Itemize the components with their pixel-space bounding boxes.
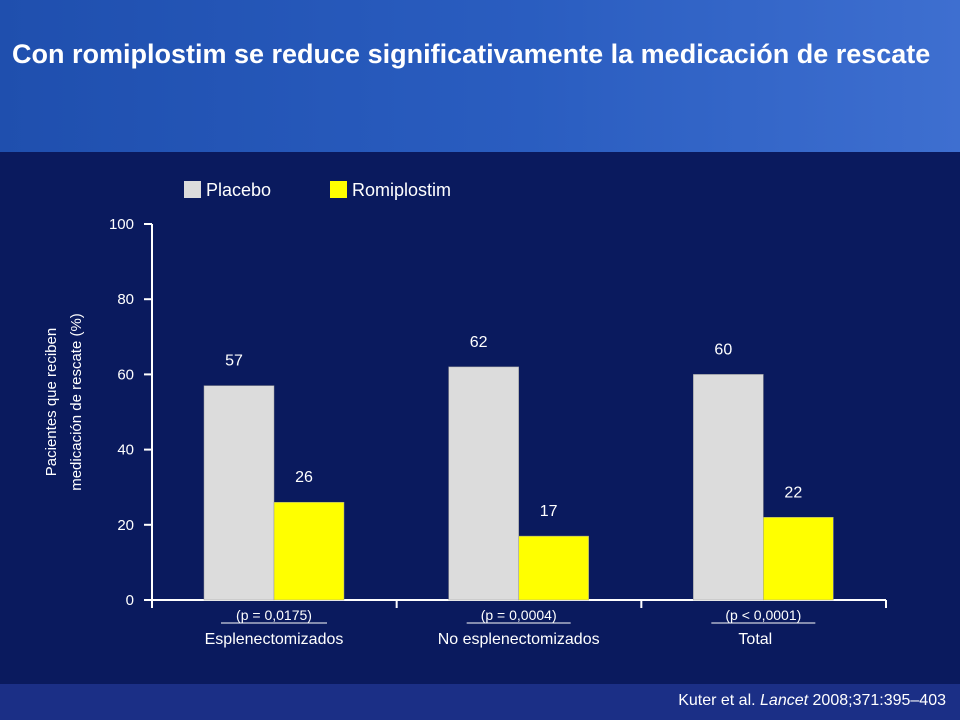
legend-label-placebo: Placebo bbox=[206, 180, 271, 200]
legend-swatch-romiplostim bbox=[330, 181, 347, 198]
bars: 57 26 62 17 60 22 bbox=[203, 334, 834, 601]
citation-journal: Lancet bbox=[760, 692, 809, 709]
bar-romiplostim bbox=[273, 501, 345, 601]
legend-label-romiplostim: Romiplostim bbox=[352, 180, 451, 200]
category-labels: (p = 0,0175) Esplenectomizados (p = 0,0004… bbox=[205, 607, 816, 648]
y-tick-label: 60 bbox=[117, 366, 134, 383]
bar-placebo bbox=[693, 374, 764, 601]
bar-romiplostim bbox=[518, 535, 589, 601]
bar-value-label: 57 bbox=[225, 353, 243, 370]
y-tick-label: 0 bbox=[126, 592, 134, 609]
category-label: Total bbox=[738, 631, 772, 648]
bar-value-label: 17 bbox=[540, 503, 558, 520]
p-value-label: (p < 0,0001) bbox=[725, 607, 801, 623]
bar-placebo bbox=[448, 366, 519, 601]
bar-value-label: 26 bbox=[295, 469, 313, 486]
citation: Kuter et al. Lancet 2008;371:395–403 bbox=[678, 692, 946, 710]
bar-romiplostim bbox=[763, 517, 834, 601]
y-tick-label: 100 bbox=[109, 216, 134, 233]
footer-band bbox=[0, 684, 960, 720]
y-tick-label: 20 bbox=[117, 517, 134, 534]
y-axis-title: Pacientes que reciben medicación de resc… bbox=[43, 313, 85, 491]
category-label: Esplenectomizados bbox=[205, 631, 344, 648]
y-axis-title-line1: Pacientes que reciben bbox=[43, 328, 60, 476]
bar-value-label: 22 bbox=[784, 484, 802, 501]
y-tick-label: 40 bbox=[117, 442, 134, 459]
bar-placebo bbox=[203, 385, 275, 601]
p-value-label: (p = 0,0175) bbox=[236, 607, 312, 623]
category-label: No esplenectomizados bbox=[438, 631, 600, 648]
citation-details: 2008;371:395–403 bbox=[808, 692, 946, 709]
bar-value-label: 60 bbox=[714, 341, 732, 358]
bar-chart: Placebo Romiplostim Pacientes que recibe… bbox=[43, 180, 887, 648]
y-axis-title-line2: medicación de rescate (%) bbox=[68, 313, 85, 491]
p-value-label: (p = 0,0004) bbox=[481, 607, 557, 623]
y-tick-label: 80 bbox=[117, 291, 134, 308]
slide-header bbox=[0, 0, 960, 152]
legend: Placebo Romiplostim bbox=[184, 180, 451, 200]
slide-title: Con romiplostim se reduce significativam… bbox=[12, 39, 931, 69]
legend-swatch-placebo bbox=[184, 181, 201, 198]
citation-authors: Kuter et al. bbox=[678, 692, 761, 709]
bar-value-label: 62 bbox=[470, 334, 488, 351]
